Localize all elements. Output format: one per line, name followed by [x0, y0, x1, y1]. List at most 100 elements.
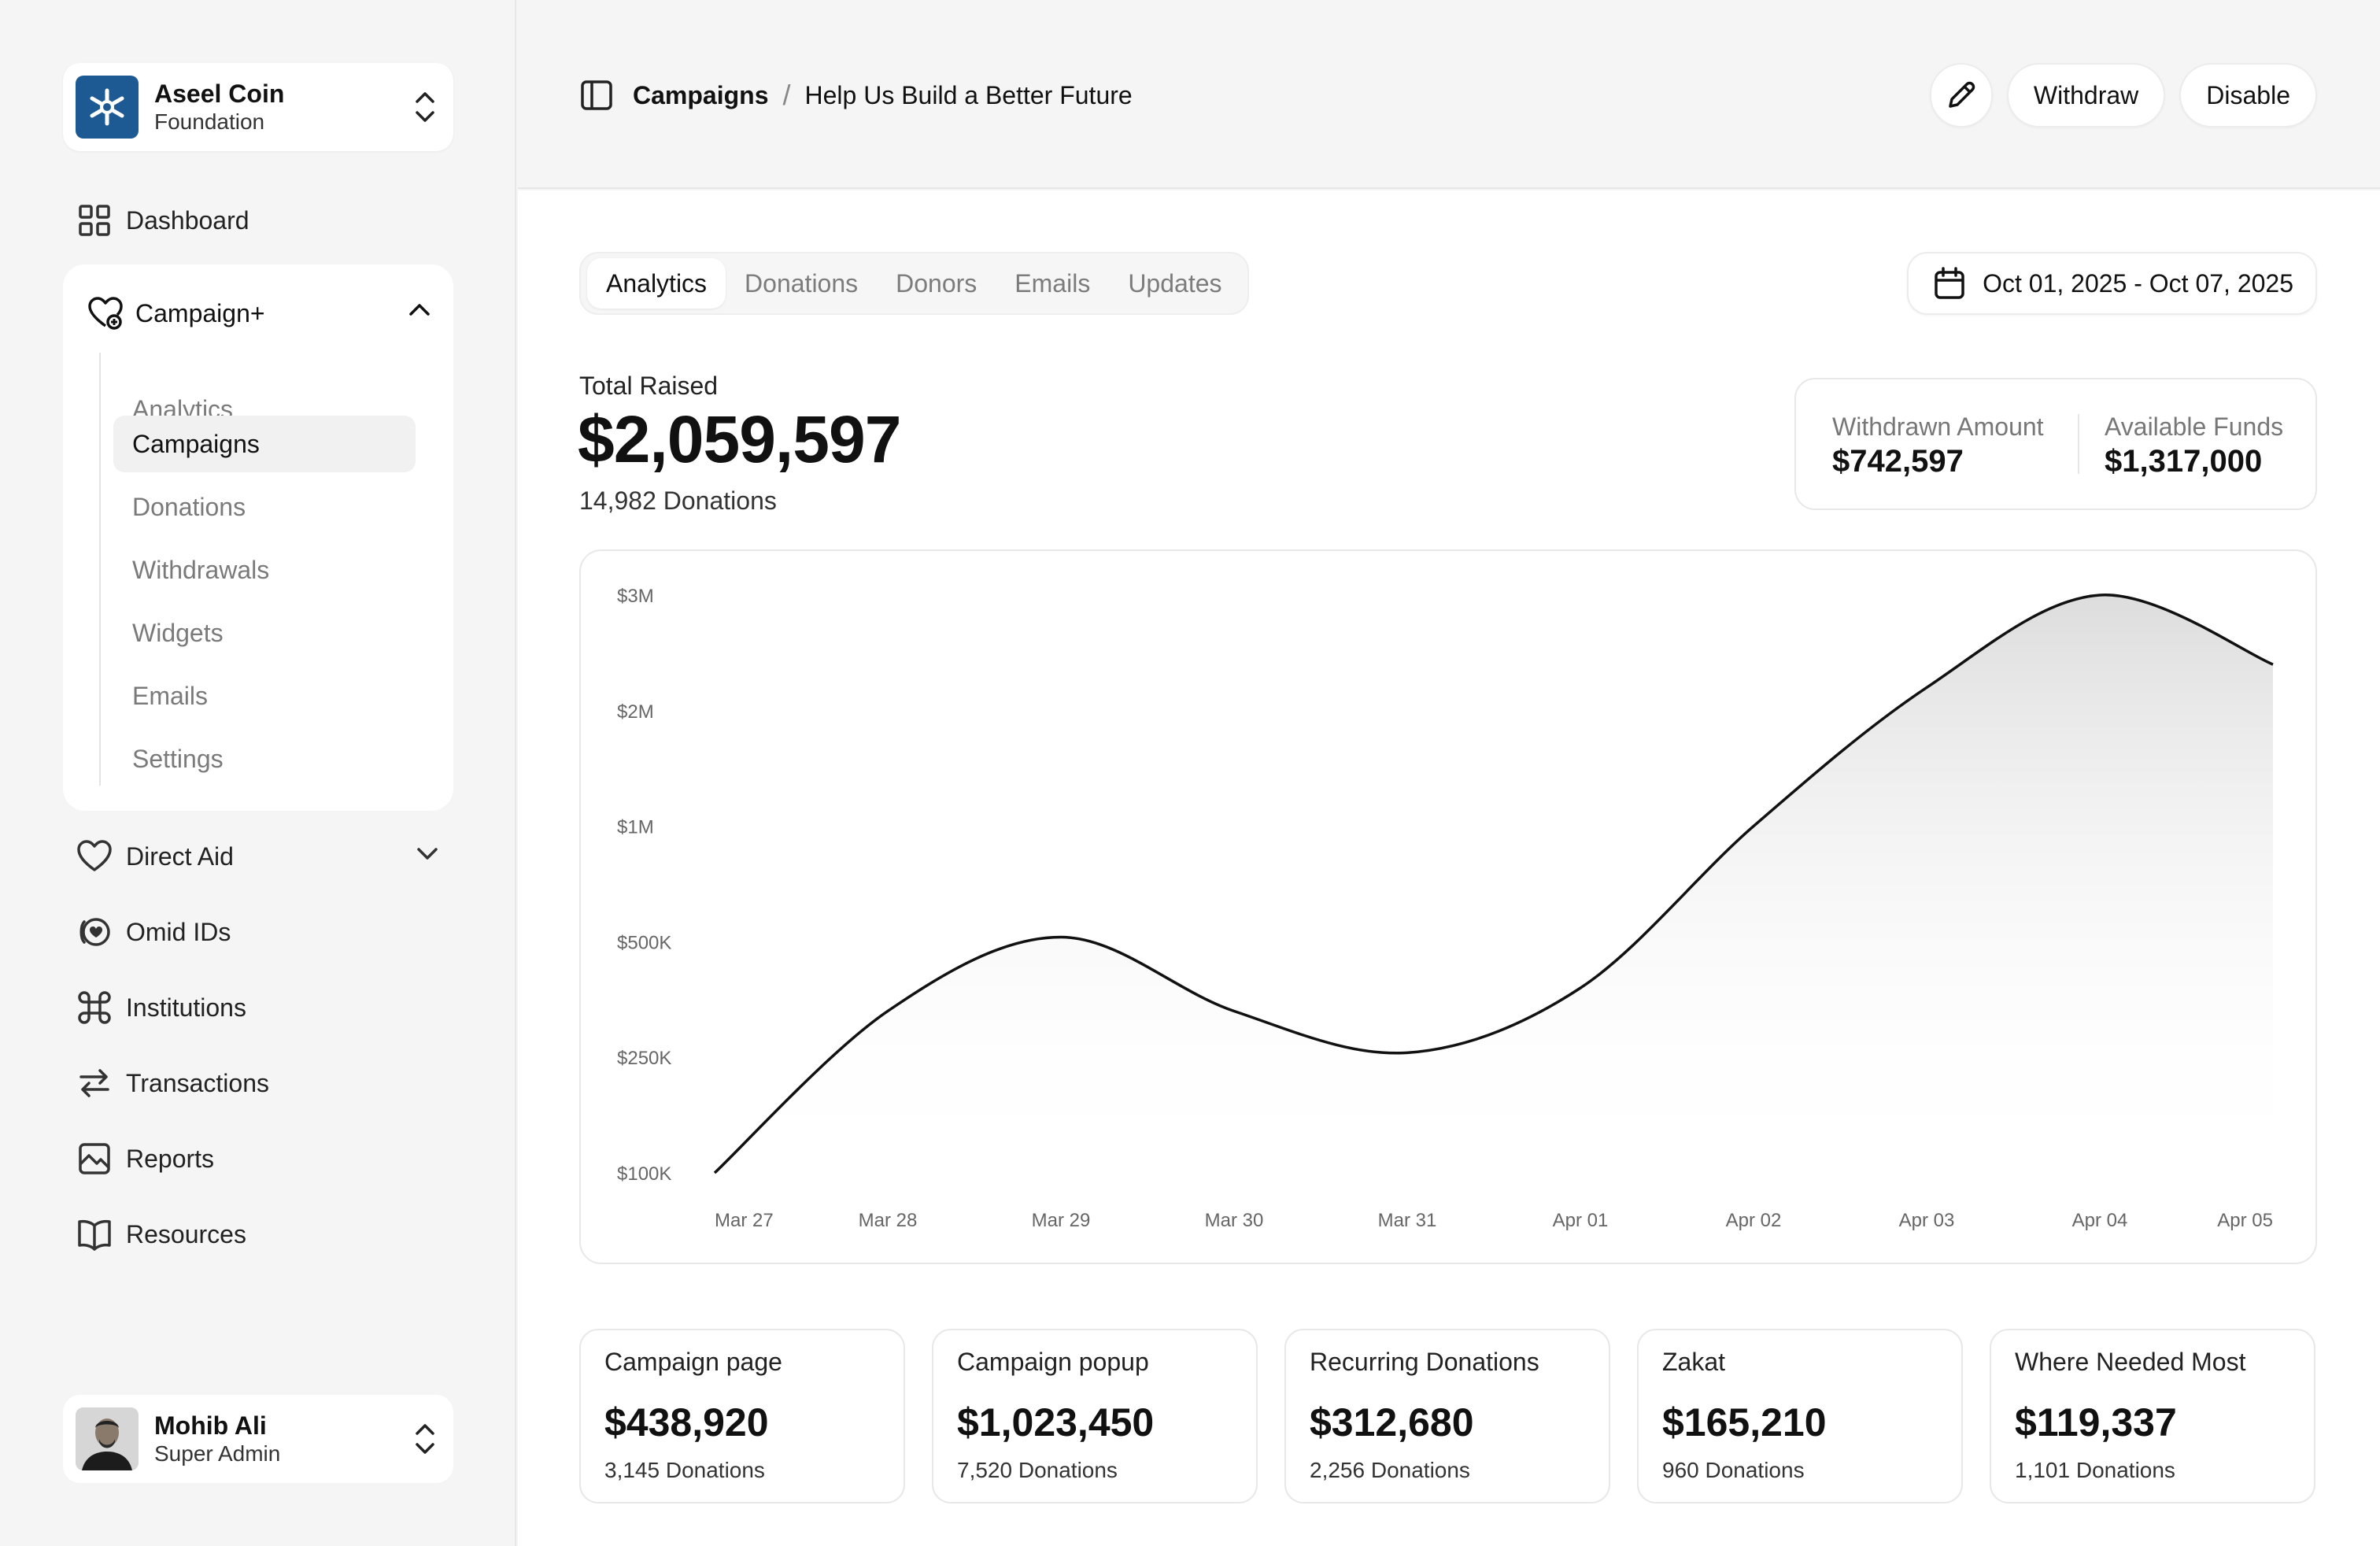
total-raised-label: Total Raised	[579, 372, 719, 400]
tab-donations[interactable]: Donations	[745, 268, 859, 298]
chevron-up-icon	[406, 297, 433, 330]
nav-transactions[interactable]: Transactions	[76, 1060, 269, 1107]
image-chart-icon	[76, 1140, 113, 1178]
tab-emails[interactable]: Emails	[1014, 268, 1091, 298]
y-tick-label: $100K	[617, 1163, 671, 1185]
subnav-emails[interactable]: Emails	[132, 681, 209, 710]
y-tick-label: $250K	[617, 1048, 671, 1069]
nav-reports[interactable]: Reports	[76, 1135, 214, 1182]
nav-institutions-label: Institutions	[126, 993, 246, 1022]
heart-plus-icon	[87, 294, 124, 332]
stat-card-campaign-popup: Campaign popup $1,023,450 7,520 Donation…	[932, 1329, 1258, 1503]
chevron-updown-icon	[409, 1419, 441, 1459]
tab-analytics[interactable]: Analytics	[587, 258, 726, 309]
y-tick-label: $1M	[617, 817, 654, 838]
stat-label: Where Needed Most	[2015, 1348, 2246, 1376]
x-tick-label: Mar 28	[859, 1210, 918, 1231]
snowflake-logo-icon	[90, 88, 124, 126]
org-name: Aseel Coin	[154, 80, 285, 108]
main-content: Analytics Donations Donors Emails Update…	[518, 190, 2380, 1546]
heart-badge-icon	[76, 913, 113, 951]
x-tick-label: Apr 02	[1726, 1210, 1782, 1231]
stat-value: $119,337	[2015, 1400, 2177, 1444]
sidebar-toggle-icon[interactable]	[578, 76, 615, 114]
chart-area	[715, 594, 2273, 1173]
nav-direct-aid-label: Direct Aid	[126, 841, 234, 871]
withdrawn-amount-label: Withdrawn Amount	[1832, 412, 2044, 441]
x-tick-label: Mar 30	[1205, 1210, 1264, 1231]
stat-count: 960 Donations	[1662, 1458, 1805, 1482]
nav-omid-ids[interactable]: Omid IDs	[76, 908, 231, 956]
funds-divider	[2078, 414, 2079, 474]
x-tick-label: Apr 04	[2072, 1210, 2128, 1231]
date-range-picker[interactable]: Oct 01, 2025 - Oct 07, 2025	[1907, 252, 2317, 315]
x-tick-label: Apr 01	[1553, 1210, 1609, 1231]
donations-area-chart: $3M $2M $1M $500K $250K $100K Mar 27 Mar 28 Mar…	[617, 586, 2274, 1231]
subnav-campaigns[interactable]: Campaigns	[113, 416, 416, 472]
stat-count: 1,101 Donations	[2015, 1458, 2175, 1482]
nav-campaign-group-label: Campaign+	[135, 298, 265, 327]
available-funds-value: $1,317,000	[2105, 444, 2263, 479]
nav-institutions[interactable]: Institutions	[76, 984, 246, 1031]
subnav-withdrawals[interactable]: Withdrawals	[132, 555, 270, 584]
campaign-nav-group: Campaign+ Analytics Campaigns Donations …	[63, 264, 453, 811]
y-tick-label: $2M	[617, 701, 654, 723]
stat-value: $1,023,450	[957, 1400, 1155, 1444]
x-tick-label: Mar 31	[1378, 1210, 1437, 1231]
subnav-widgets[interactable]: Widgets	[132, 618, 224, 647]
org-subtitle: Foundation	[154, 109, 265, 134]
total-donations-count: 14,982 Donations	[579, 486, 777, 515]
chart-line	[713, 594, 2274, 1174]
pencil-icon	[1949, 81, 1975, 108]
nav-dashboard-label: Dashboard	[126, 205, 249, 235]
campaign-tabs: Analytics Donations Donors Emails Update…	[579, 252, 1249, 315]
funds-summary-card: Withdrawn Amount $742,597 Available Fund…	[1794, 378, 2317, 510]
stat-count: 2,256 Donations	[1310, 1458, 1470, 1482]
disable-button[interactable]: Disable	[2179, 63, 2317, 128]
user-switcher[interactable]: Mohib Ali Super Admin	[63, 1395, 453, 1483]
sidebar: Aseel Coin Foundation Dashboard Campaign…	[0, 0, 516, 1546]
nav-transactions-label: Transactions	[126, 1068, 269, 1097]
stat-count: 3,145 Donations	[604, 1458, 765, 1482]
nav-resources[interactable]: Resources	[76, 1211, 246, 1258]
nav-dashboard[interactable]: Dashboard	[76, 197, 249, 244]
date-range-value: Oct 01, 2025 - Oct 07, 2025	[1983, 268, 2293, 298]
donations-chart: $3M $2M $1M $500K $250K $100K Mar 27 Mar 28 Mar…	[579, 549, 2317, 1264]
nav-resources-label: Resources	[126, 1219, 246, 1248]
user-name: Mohib Ali	[154, 1411, 267, 1440]
stat-label: Campaign popup	[957, 1348, 1149, 1376]
stat-label: Zakat	[1662, 1348, 1726, 1376]
stat-label: Campaign page	[604, 1348, 782, 1376]
top-actions: Withdraw Disable	[1929, 63, 2317, 128]
avatar	[76, 1407, 139, 1470]
tab-donors[interactable]: Donors	[896, 268, 978, 298]
available-funds-label: Available Funds	[2105, 412, 2284, 441]
nav-direct-aid[interactable]: Direct Aid	[76, 833, 441, 880]
chevron-down-icon	[414, 840, 441, 873]
stat-label: Recurring Donations	[1310, 1348, 1539, 1376]
org-logo	[76, 76, 139, 139]
nav-omid-ids-label: Omid IDs	[126, 917, 231, 946]
top-bar: Campaigns / Help Us Build a Better Futur…	[518, 0, 2380, 189]
breadcrumb-parent[interactable]: Campaigns	[633, 80, 769, 109]
nav-reports-label: Reports	[126, 1144, 215, 1173]
command-icon	[76, 989, 113, 1026]
heart-icon	[76, 838, 113, 875]
x-tick-label: Apr 05	[2217, 1210, 2273, 1231]
edit-button[interactable]	[1929, 63, 1993, 128]
stat-count: 7,520 Donations	[957, 1458, 1118, 1482]
tab-updates[interactable]: Updates	[1128, 268, 1222, 298]
nav-campaign-group-toggle[interactable]: Campaign+	[87, 291, 433, 335]
org-switcher[interactable]: Aseel Coin Foundation	[63, 63, 453, 151]
stat-value: $312,680	[1310, 1400, 1474, 1444]
withdraw-button[interactable]: Withdraw	[2006, 63, 2166, 128]
arrows-exchange-icon	[76, 1064, 113, 1102]
withdrawn-amount-value: $742,597	[1832, 444, 1964, 479]
stat-value: $165,210	[1662, 1400, 1827, 1444]
subnav-settings[interactable]: Settings	[132, 744, 224, 773]
calendar-icon	[1932, 266, 1967, 301]
breadcrumb-separator: /	[782, 79, 791, 111]
stat-value: $438,920	[604, 1400, 769, 1444]
subnav-donations[interactable]: Donations	[132, 492, 246, 521]
y-tick-label: $3M	[617, 586, 654, 607]
